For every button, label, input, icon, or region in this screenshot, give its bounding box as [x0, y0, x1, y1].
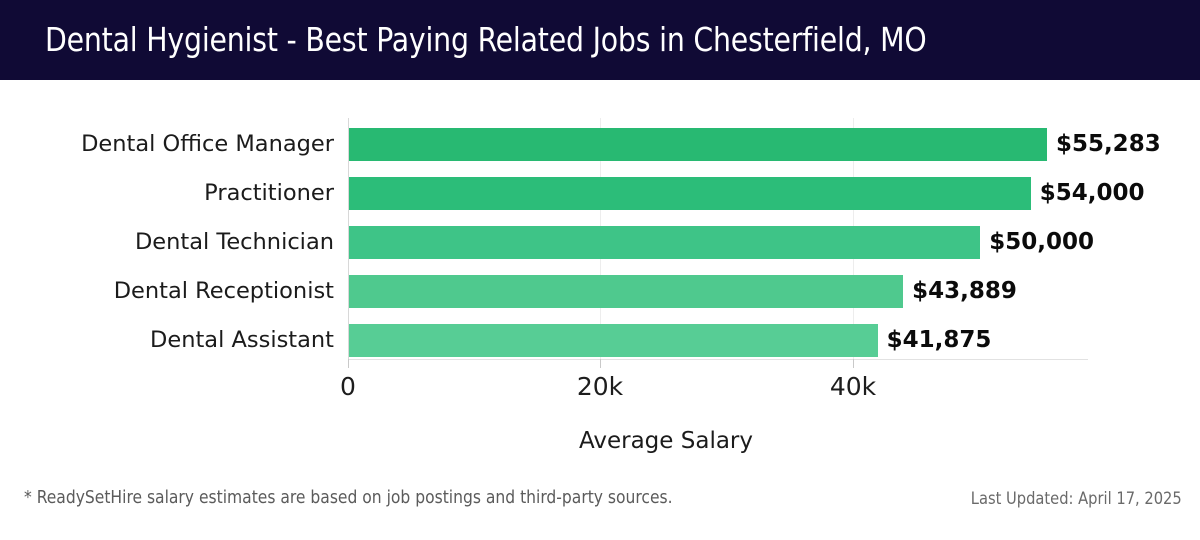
category-label: Dental Assistant — [150, 327, 334, 353]
bar-dental-technician[interactable] — [349, 226, 981, 259]
x-tick-40k — [853, 359, 854, 368]
bar-value-label: $41,875 — [886, 327, 992, 353]
bar-row[interactable]: Dental Receptionist $43,889 — [0, 267, 1200, 316]
bar-value-label: $43,889 — [912, 278, 1017, 304]
x-tick-20k — [600, 359, 601, 368]
bar-row[interactable]: Dental Office Manager $55,283 — [0, 120, 1200, 169]
bar-row[interactable]: Dental Assistant $41,875 — [0, 316, 1200, 365]
x-axis-title: Average Salary — [578, 428, 753, 454]
x-tick-0 — [348, 359, 349, 368]
bar-row[interactable]: Practitioner $54,000 — [0, 169, 1200, 218]
x-tick-label-20k: 20k — [576, 372, 624, 401]
chart-plot-area: 0 20k 40k Dental Office Manager $55,283 … — [0, 80, 1200, 460]
chart-footer: * ReadySetHire salary estimates are base… — [0, 460, 1200, 540]
x-axis-spine — [348, 359, 1088, 360]
bar-practitioner[interactable] — [349, 177, 1031, 210]
bar-value-label: $55,283 — [1055, 131, 1161, 157]
category-label: Dental Technician — [134, 229, 334, 255]
category-label: Practitioner — [204, 180, 334, 206]
bar-row[interactable]: Dental Technician $50,000 — [0, 218, 1200, 267]
footer-disclaimer: * ReadySetHire salary estimates are base… — [24, 487, 673, 508]
y-axis-spine — [348, 118, 349, 360]
bar-rows: Dental Office Manager $55,283 Practition… — [0, 80, 1200, 460]
bar-value-label: $50,000 — [989, 229, 1095, 255]
x-tick-label-40k: 40k — [829, 372, 877, 401]
chart-header-banner: Dental Hygienist - Best Paying Related J… — [0, 0, 1200, 80]
footer-last-updated: Last Updated: April 17, 2025 — [971, 489, 1182, 509]
bar-value-label: $54,000 — [1039, 180, 1145, 206]
x-tick-label-0: 0 — [340, 372, 356, 401]
bar-dental-receptionist[interactable] — [349, 275, 904, 308]
bar-dental-office-manager[interactable] — [349, 128, 1047, 161]
page-title: Dental Hygienist - Best Paying Related J… — [45, 20, 927, 59]
category-label: Dental Receptionist — [113, 278, 334, 304]
bar-dental-assistant[interactable] — [349, 324, 878, 357]
category-label: Dental Office Manager — [81, 131, 334, 157]
